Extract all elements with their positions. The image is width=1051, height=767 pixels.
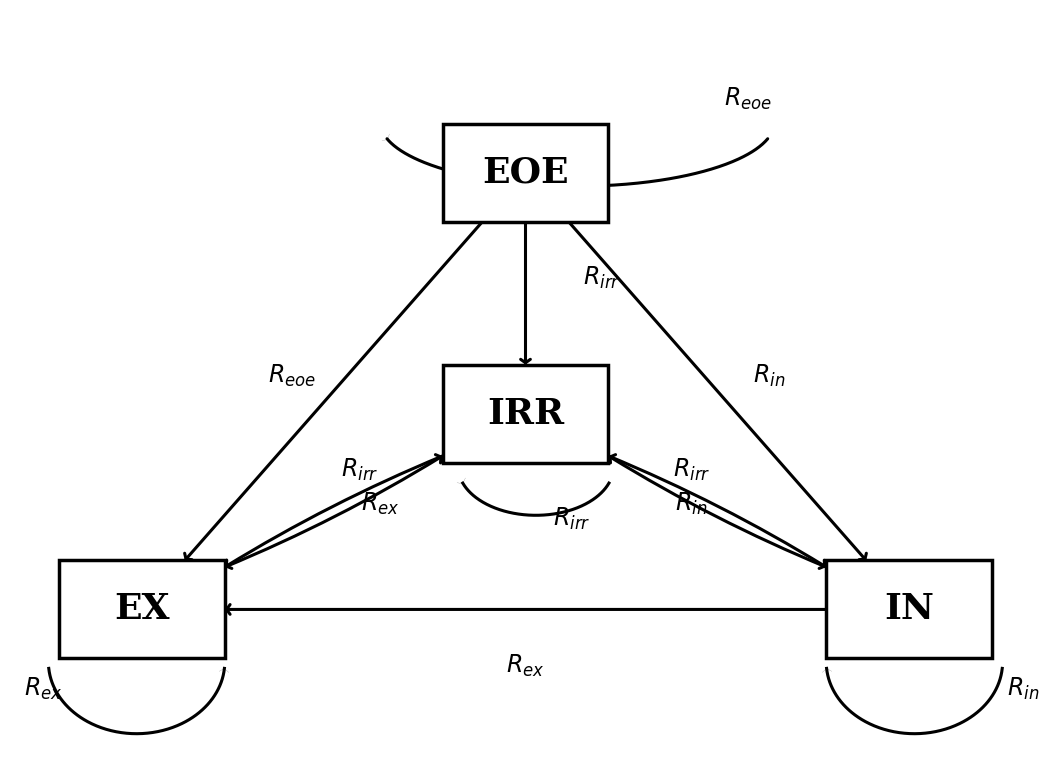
Text: $R_{irr}$: $R_{irr}$ xyxy=(673,457,710,483)
Text: IRR: IRR xyxy=(487,397,564,430)
FancyBboxPatch shape xyxy=(59,561,225,658)
Text: $R_{irr}$: $R_{irr}$ xyxy=(554,506,591,532)
Text: EOE: EOE xyxy=(482,156,569,189)
Text: $R_{in}$: $R_{in}$ xyxy=(675,491,707,517)
FancyBboxPatch shape xyxy=(442,364,609,463)
Text: EX: EX xyxy=(114,592,169,627)
Text: $R_{eoe}$: $R_{eoe}$ xyxy=(724,86,772,112)
Text: $R_{ex}$: $R_{ex}$ xyxy=(24,676,62,702)
Text: IN: IN xyxy=(884,592,934,627)
FancyBboxPatch shape xyxy=(442,123,609,222)
Text: $R_{eoe}$: $R_{eoe}$ xyxy=(268,363,316,389)
Text: $R_{in}$: $R_{in}$ xyxy=(1007,676,1039,702)
Text: $R_{ex}$: $R_{ex}$ xyxy=(362,491,399,517)
Text: $R_{ex}$: $R_{ex}$ xyxy=(507,653,544,679)
FancyBboxPatch shape xyxy=(826,561,992,658)
Text: $R_{irr}$: $R_{irr}$ xyxy=(341,457,378,483)
Text: $R_{in}$: $R_{in}$ xyxy=(754,363,785,389)
Text: $R_{irr}$: $R_{irr}$ xyxy=(582,265,620,291)
